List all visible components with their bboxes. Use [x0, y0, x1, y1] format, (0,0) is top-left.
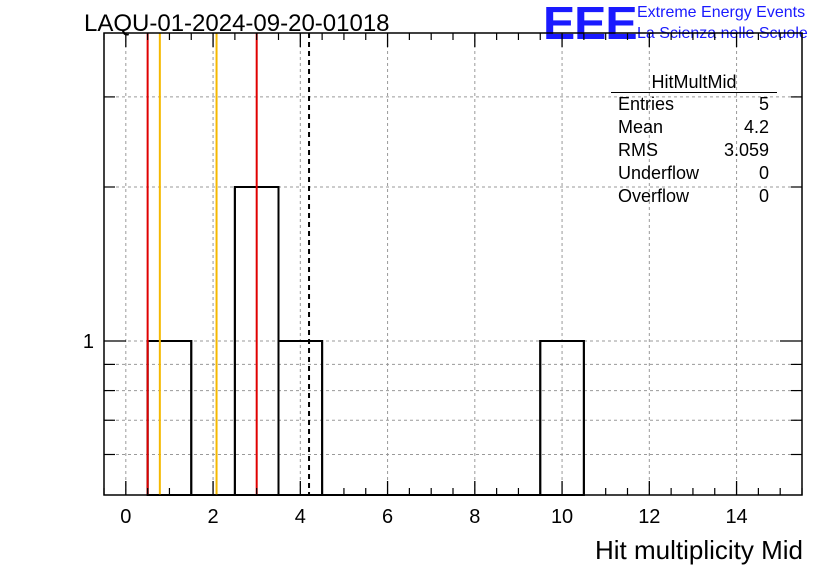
x-tick-label: 0: [120, 506, 131, 528]
stats-row-rms: RMS 3.059: [611, 139, 777, 162]
stats-row-underflow: Underflow 0: [611, 162, 777, 185]
y-tick-label: 1: [83, 331, 94, 353]
marker-lines-layer: [146, 33, 311, 495]
stats-row-mean: Mean 4.2: [611, 116, 777, 139]
stats-value: 5: [758, 94, 769, 114]
stats-box: HitMultMid Entries 5 Mean 4.2 RMS 3.059 …: [611, 72, 777, 208]
stats-label: Underflow: [618, 163, 700, 183]
x-tick-label: 4: [295, 506, 306, 528]
stats-value: 0: [758, 163, 769, 183]
x-tick-label: 14: [725, 506, 747, 528]
stats-value: 0: [758, 186, 769, 206]
stats-value: 4.2: [743, 117, 769, 137]
ticks-layer: 0 2 4 6 8 10 12 14 1: [83, 33, 803, 528]
x-tick-label: 12: [638, 506, 660, 528]
stats-label: RMS: [618, 140, 658, 160]
x-tick-label: 6: [382, 506, 393, 528]
stats-label: Mean: [618, 117, 664, 137]
stats-title: HitMultMid: [611, 72, 777, 93]
stats-label: Overflow: [618, 186, 690, 206]
stats-row-overflow: Overflow 0: [611, 185, 777, 208]
logo-text-line1: Extreme Energy Events: [637, 4, 806, 21]
grid-layer: [104, 33, 802, 495]
stats-label: Entries: [618, 94, 675, 114]
stats-row-entries: Entries 5: [611, 93, 777, 116]
x-tick-label: 2: [208, 506, 219, 528]
x-axis-label: Hit multiplicity Mid: [594, 535, 803, 565]
stats-value: 3.059: [723, 140, 769, 160]
x-tick-label: 8: [469, 506, 480, 528]
eee-logo-mark: EEE: [543, 0, 638, 49]
x-tick-label: 10: [551, 506, 573, 528]
